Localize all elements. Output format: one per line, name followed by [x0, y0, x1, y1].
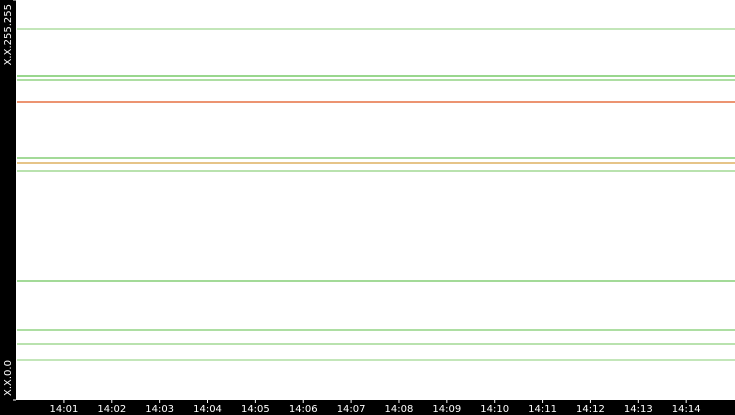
x-tick-label: 14:11 [528, 404, 557, 415]
x-tick-label: 14:03 [145, 404, 174, 415]
x-axis-bar [0, 400, 735, 415]
y-tick-label: X.X.255.255 [3, 4, 14, 65]
x-tick-label: 14:01 [49, 404, 78, 415]
x-tick-label: 14:13 [624, 404, 653, 415]
x-tick-label: 14:14 [672, 404, 701, 415]
x-tick-label: 14:08 [385, 404, 414, 415]
y-tick-label: X.X.0.0 [3, 360, 14, 396]
x-tick-label: 14:10 [480, 404, 509, 415]
x-tick-label: 14:06 [289, 404, 318, 415]
x-tick-label: 14:04 [193, 404, 222, 415]
x-tick-label: 14:09 [432, 404, 461, 415]
x-tick-label: 14:07 [337, 404, 366, 415]
x-tick-label: 14:02 [97, 404, 126, 415]
y-axis-bar [0, 0, 16, 415]
x-tick-label: 14:12 [576, 404, 605, 415]
x-tick-label: 14:05 [241, 404, 270, 415]
